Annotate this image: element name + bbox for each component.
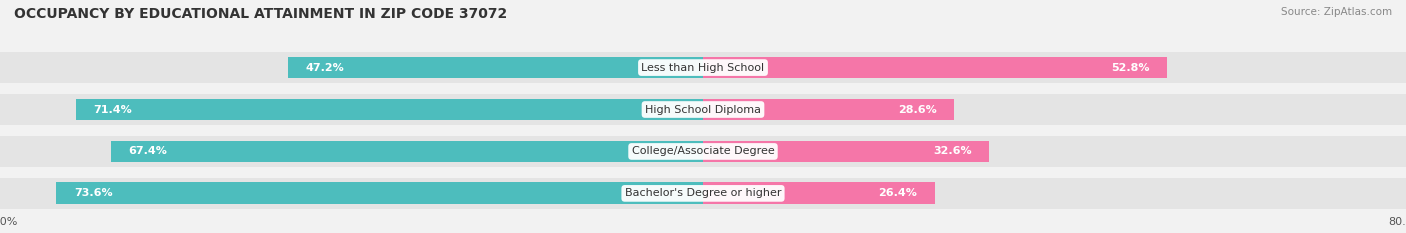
- Bar: [0, 178, 1406, 209]
- Bar: [111, 140, 703, 162]
- Text: 71.4%: 71.4%: [93, 105, 132, 114]
- Text: Source: ZipAtlas.com: Source: ZipAtlas.com: [1281, 7, 1392, 17]
- Text: 28.6%: 28.6%: [898, 105, 936, 114]
- Text: 32.6%: 32.6%: [934, 147, 972, 156]
- Bar: [703, 182, 935, 204]
- Text: 73.6%: 73.6%: [75, 188, 112, 198]
- Bar: [703, 99, 955, 120]
- Text: Bachelor's Degree or higher: Bachelor's Degree or higher: [624, 188, 782, 198]
- Bar: [0, 136, 1406, 167]
- Text: High School Diploma: High School Diploma: [645, 105, 761, 114]
- Text: College/Associate Degree: College/Associate Degree: [631, 147, 775, 156]
- Text: 26.4%: 26.4%: [879, 188, 917, 198]
- Bar: [288, 57, 703, 79]
- Bar: [76, 99, 703, 120]
- Text: 52.8%: 52.8%: [1111, 63, 1150, 72]
- Bar: [0, 52, 1406, 83]
- Bar: [0, 94, 1406, 125]
- Text: 47.2%: 47.2%: [307, 63, 344, 72]
- Bar: [703, 57, 1167, 79]
- Bar: [703, 140, 990, 162]
- Text: OCCUPANCY BY EDUCATIONAL ATTAINMENT IN ZIP CODE 37072: OCCUPANCY BY EDUCATIONAL ATTAINMENT IN Z…: [14, 7, 508, 21]
- Text: 67.4%: 67.4%: [128, 147, 167, 156]
- Bar: [56, 182, 703, 204]
- Text: Less than High School: Less than High School: [641, 63, 765, 72]
